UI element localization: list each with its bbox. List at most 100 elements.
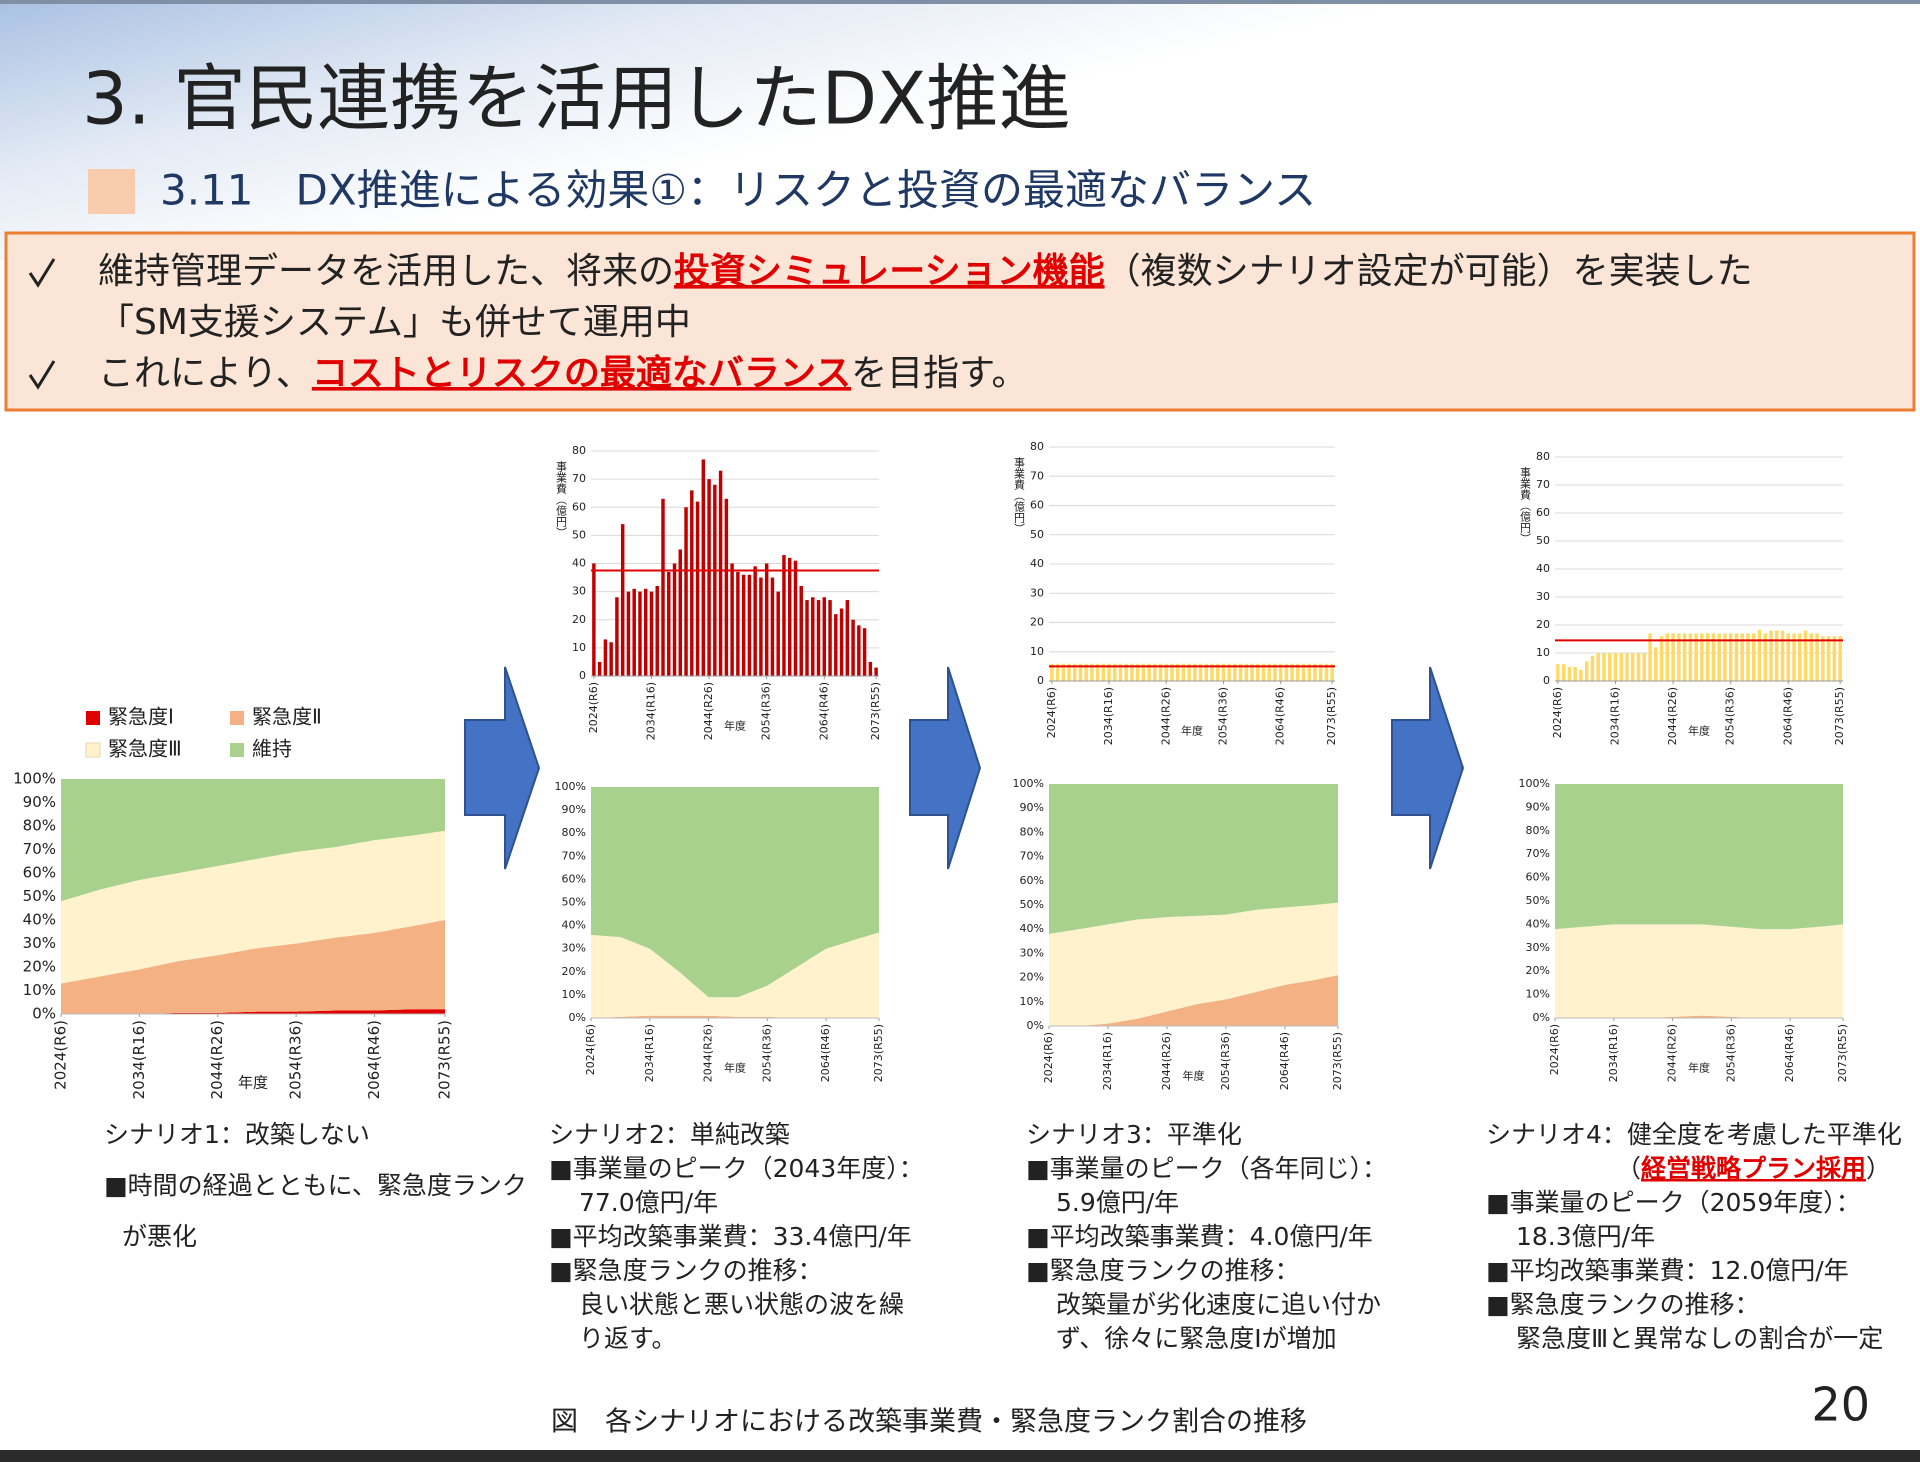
x-tick-label: 2024(R6)	[584, 1024, 597, 1075]
arrow	[909, 666, 982, 870]
area	[1555, 1015, 1843, 1018]
caption-line: （経営戦略プラン採用）	[1616, 1154, 1891, 1183]
y-tick-label: 30%	[1020, 946, 1044, 959]
bar	[1775, 630, 1779, 681]
bar	[1602, 653, 1606, 681]
area	[1049, 902, 1338, 1026]
bar	[1170, 663, 1174, 681]
caption-line: ■緊急度ランクの推移：	[549, 1256, 823, 1285]
x-tick-label: 2064(R46)	[817, 682, 830, 740]
bar	[643, 588, 648, 676]
bar	[684, 507, 688, 676]
area	[61, 920, 445, 1014]
caption-line: り返す。	[579, 1324, 677, 1353]
y-tick-label: 50	[1030, 528, 1044, 541]
bar	[1798, 633, 1802, 681]
x-tick-label: 2054(R36)	[760, 1024, 773, 1082]
bar	[1187, 663, 1191, 681]
bar	[1084, 663, 1088, 681]
bar	[1682, 633, 1687, 681]
x-tick-label: 2064(R46)	[1783, 1024, 1796, 1082]
area	[1555, 924, 1843, 1018]
y-tick-label: 30	[572, 585, 586, 598]
bar	[1746, 633, 1750, 681]
arrow	[1391, 666, 1465, 870]
caption-title: シナリオ1：改築しない	[104, 1120, 370, 1149]
y-tick-label: 70	[1030, 469, 1044, 482]
bar	[1763, 633, 1767, 681]
bar	[1613, 653, 1618, 681]
bar	[1250, 663, 1254, 681]
y-tick-label: 20	[572, 613, 586, 626]
x-tick-label: 2064(R46)	[1274, 687, 1287, 745]
text-run: （	[1616, 1154, 1641, 1183]
bar	[787, 557, 792, 676]
bar	[1769, 630, 1773, 681]
legend-swatch	[230, 743, 244, 757]
y-tick-label: 0%	[1027, 1019, 1044, 1032]
bar	[678, 549, 683, 676]
bar	[793, 560, 798, 676]
bar	[1090, 663, 1094, 681]
y-tick-label: 100%	[1519, 777, 1550, 790]
caption-line: ず、徐々に緊急度Ⅰが増加	[1056, 1324, 1337, 1353]
y-tick-label: 50%	[1020, 898, 1044, 911]
bar	[1055, 663, 1060, 681]
emphasis-run: コストとリスクの最適なバランス	[312, 353, 851, 394]
y-tick-label: 20	[1536, 618, 1550, 631]
caption-line: ■時間の経過とともに、緊急度ランク	[104, 1171, 527, 1200]
emphasis-run: 経営戦略プラン採用	[1641, 1154, 1866, 1183]
bar	[1073, 663, 1077, 681]
bar	[1705, 633, 1710, 681]
caption-line: ■事業量のピーク（2043年度）：	[549, 1154, 924, 1183]
bar	[857, 625, 861, 676]
y-tick-label: 70	[1536, 478, 1550, 491]
caption-line: 改築量が劣化速度に追い付か	[1056, 1290, 1381, 1319]
bar	[620, 524, 625, 676]
y-axis-label: 事業費（億円）	[555, 461, 568, 538]
x-tick-label: 2034(R16)	[1101, 1032, 1114, 1090]
y-tick-label: 10	[1536, 646, 1550, 659]
x-tick-label: 2044(R26)	[702, 682, 715, 740]
x-tick-label: 2034(R16)	[644, 682, 657, 740]
x-axis-label: 年度	[724, 1061, 746, 1075]
bar	[1324, 663, 1329, 681]
bar	[816, 600, 821, 676]
header-background	[0, 0, 1920, 260]
y-tick-label: 40	[1536, 562, 1550, 575]
bar	[672, 563, 677, 676]
y-tick-label: 70%	[23, 840, 56, 858]
bar	[1284, 663, 1289, 681]
bar	[701, 459, 706, 676]
y-tick-label: 40	[1030, 557, 1044, 570]
bar	[626, 591, 631, 676]
y-tick-label: 70	[572, 472, 586, 485]
bar	[1221, 663, 1226, 681]
y-tick-label: 10%	[562, 988, 586, 1001]
y-tick-label: 0	[579, 669, 586, 682]
bar	[1642, 653, 1647, 681]
y-tick-label: 80%	[1526, 824, 1550, 837]
y-axis-label: 事業費（億円）	[1013, 457, 1026, 534]
x-tick-label: 2073(R55)	[872, 1024, 885, 1082]
bar	[609, 642, 613, 676]
y-tick-label: 90%	[1020, 801, 1044, 814]
bar	[1648, 633, 1652, 681]
bar	[1296, 663, 1300, 681]
x-tick-label: 2054(R36)	[287, 1020, 305, 1099]
bar	[1261, 663, 1266, 681]
x-tick-label: 2034(R16)	[643, 1024, 656, 1082]
bar	[1141, 663, 1146, 681]
bar	[1290, 663, 1294, 681]
bar	[1181, 663, 1186, 681]
bar	[1118, 663, 1123, 681]
bar	[1101, 663, 1106, 681]
area	[61, 779, 445, 902]
x-tick-label: 2073(R55)	[869, 682, 882, 740]
bar	[1751, 633, 1756, 681]
x-tick-label: 2073(R55)	[436, 1020, 454, 1099]
bar	[747, 574, 752, 676]
bar	[1700, 633, 1704, 681]
y-tick-label: 30%	[1526, 941, 1550, 954]
